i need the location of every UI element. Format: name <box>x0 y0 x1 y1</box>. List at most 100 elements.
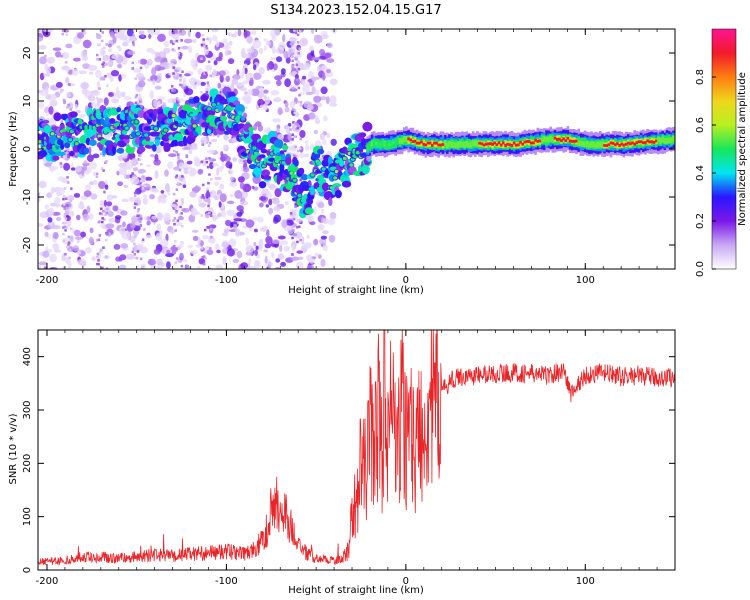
spectrogram-cell <box>102 65 105 68</box>
spectrogram-cell <box>48 253 58 263</box>
spectrogram-cell <box>104 238 108 242</box>
spectrogram-cell <box>297 52 300 55</box>
spectrogram-cell <box>103 145 107 149</box>
spectrogram-cell <box>420 140 423 147</box>
spectrogram-cell <box>332 175 339 181</box>
spectrogram-cell <box>82 213 90 221</box>
spectrogram-cell <box>138 30 145 35</box>
spectrogram-cell <box>263 89 269 94</box>
spectrogram-cell <box>149 154 155 158</box>
spectrogram-cell <box>126 253 135 260</box>
spectrogram-cell <box>63 187 67 190</box>
spectrogram-cell <box>121 91 126 98</box>
spectrogram-cell <box>138 154 141 157</box>
spectrogram-cell <box>332 183 342 188</box>
x-tick-label: -200 <box>36 275 59 286</box>
spectrogram-cell <box>289 212 293 215</box>
spectrogram-cell <box>519 141 522 148</box>
spectrogram-cell <box>225 75 230 83</box>
spectrogram-cell <box>198 258 206 265</box>
spectrogram-cell <box>200 196 203 199</box>
spectrogram-cell <box>294 125 297 128</box>
spectrogram-cell <box>230 33 237 38</box>
spectrogram-cell <box>74 137 80 142</box>
spectrogram-cell <box>67 243 70 246</box>
spectrogram-cell <box>111 98 120 104</box>
spectrogram-cell <box>109 118 116 124</box>
spectrogram-cell <box>127 50 136 55</box>
spectrogram-cell <box>298 47 301 50</box>
spectrogram-cell <box>268 207 274 215</box>
spectrogram-cell <box>183 135 187 146</box>
spectrogram-cell <box>201 126 204 129</box>
spectrogram-cell <box>138 93 142 101</box>
spectrogram-cell <box>272 63 278 71</box>
spectrogram-cell <box>207 102 211 105</box>
spectrogram-cell <box>226 209 236 217</box>
spectrogram-cell <box>98 234 102 237</box>
spectrogram-cell <box>320 86 328 95</box>
spectrogram-cell <box>96 33 99 36</box>
spectrogram-cell <box>383 142 387 145</box>
spectrogram-cell <box>38 29 41 33</box>
spectrogram-cell <box>314 89 320 96</box>
spectrogram-cell <box>219 156 227 161</box>
spectrogram-cell <box>133 206 137 209</box>
spectrogram-cell <box>437 143 440 147</box>
spectrogram-cell <box>274 266 281 269</box>
spectrogram-cell <box>177 153 180 156</box>
spectrogram-cell <box>534 138 537 142</box>
spectrogram-cell <box>592 142 596 145</box>
spectrogram-cell <box>210 139 218 142</box>
spectrogram-cell <box>303 101 313 109</box>
spectrogram-cell <box>44 162 52 167</box>
spectrogram-cell <box>616 142 619 149</box>
spectrogram-cell <box>65 207 69 210</box>
spectrogram-cell <box>542 137 546 141</box>
spectrogram-cell <box>92 153 100 159</box>
spectrogram-cell <box>433 141 436 145</box>
spectrogram-cell <box>228 164 233 170</box>
spectrogram-cell <box>313 129 318 135</box>
spectrogram-cell <box>132 41 135 44</box>
spectrogram-cell <box>175 151 178 154</box>
spectrogram-cell <box>135 197 141 204</box>
spectrogram-cell <box>298 256 304 260</box>
spectrogram-cell <box>299 80 302 84</box>
spectrogram-cell <box>154 85 162 90</box>
spectrogram-cell <box>326 58 335 63</box>
spectrogram-cell <box>179 76 183 79</box>
spectrogram-cell <box>116 147 125 154</box>
spectrogram-cell <box>618 144 621 147</box>
spectrogram-cell <box>263 38 268 42</box>
spectrogram-cell <box>206 249 214 256</box>
spectrogram-cell <box>229 181 238 188</box>
spectrogram-cell <box>160 140 165 147</box>
spectrogram-cell <box>251 185 255 189</box>
spectrogram-cell <box>183 167 189 175</box>
spectrogram-cell <box>89 227 94 234</box>
spectrogram-cell <box>55 151 66 157</box>
spectrogram-cell <box>232 157 238 162</box>
spectrogram-cell <box>311 56 321 61</box>
spectrogram-cell <box>227 58 235 65</box>
spectrogram-cell <box>172 40 176 43</box>
spectrogram-cell <box>248 265 257 269</box>
spectrogram-cell <box>422 142 425 146</box>
spectrogram-cell <box>291 63 295 67</box>
spectrogram-cell <box>294 77 301 86</box>
spectrogram-cell <box>64 142 71 149</box>
spectrogram-cell <box>272 98 282 102</box>
spectrogram-cell <box>76 214 81 221</box>
colorbar-label: Normalized spectral amplitude <box>737 72 748 226</box>
spectrogram-cell <box>105 211 109 215</box>
spectrogram-cell <box>284 201 289 206</box>
spectrogram-cell <box>435 141 438 148</box>
spectrogram-cell <box>227 200 235 205</box>
spectrogram-cell <box>131 250 135 253</box>
spectrogram-cell <box>313 95 322 103</box>
spectrogram-cell <box>97 238 101 241</box>
spectrogram-cell <box>180 212 183 215</box>
spectrogram-cell <box>648 140 651 144</box>
spectrogram-cell <box>310 29 315 34</box>
